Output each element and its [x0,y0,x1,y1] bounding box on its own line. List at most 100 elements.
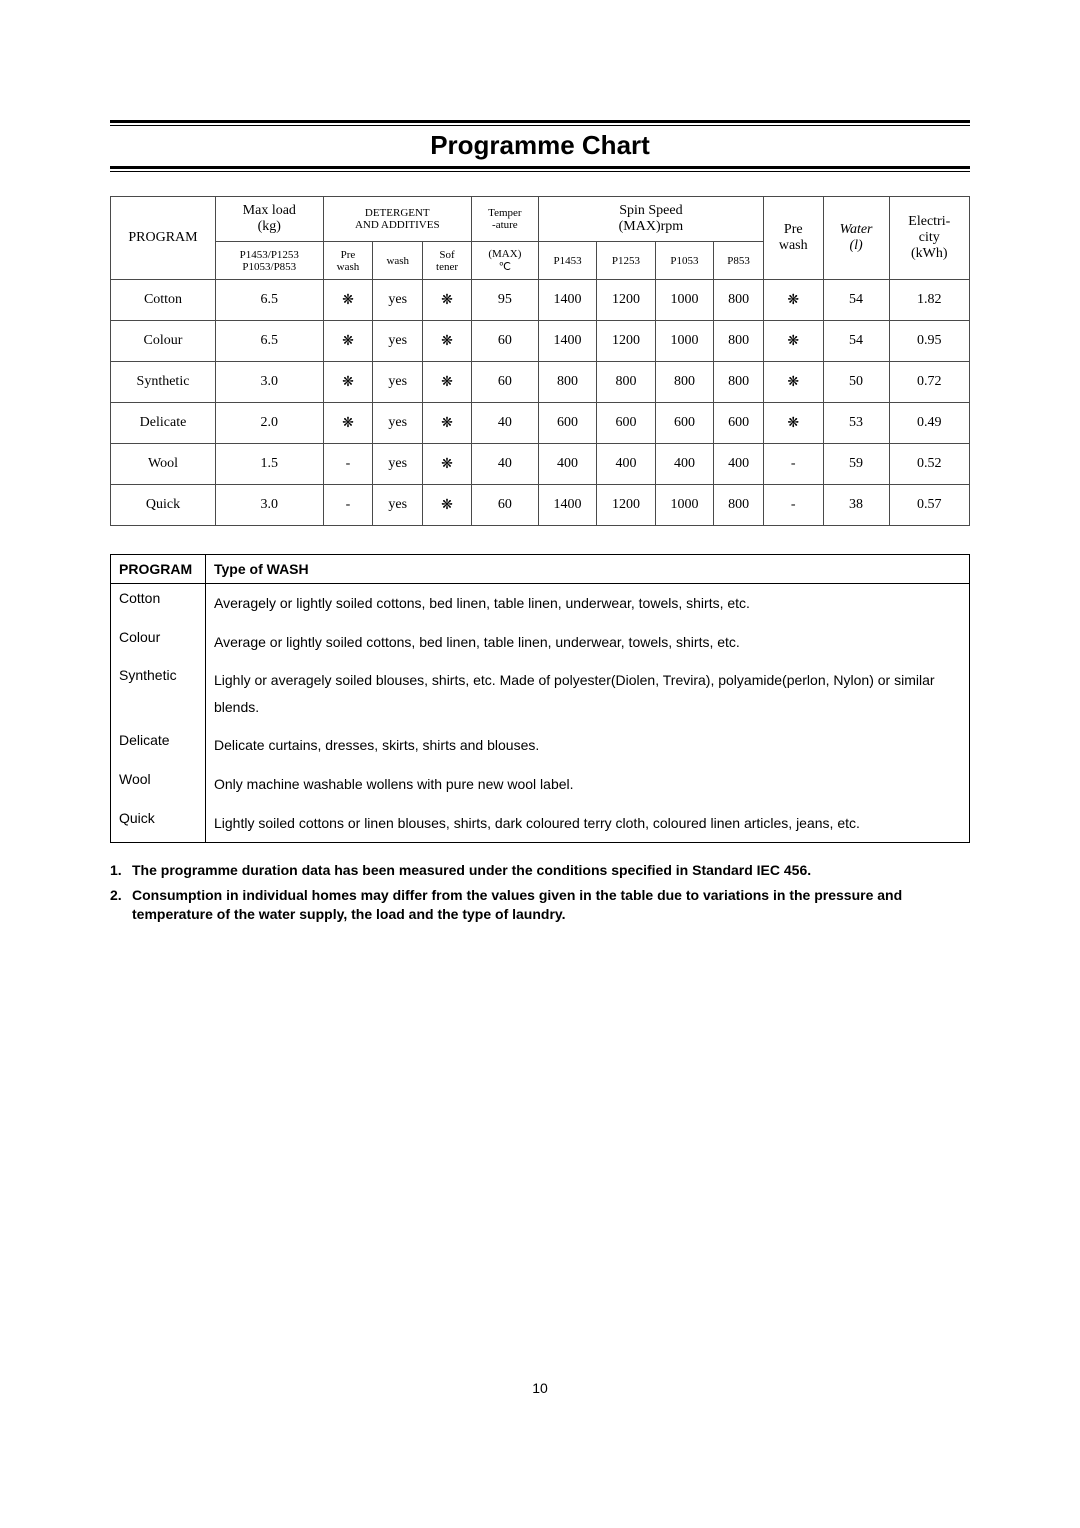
cell-program: Cotton [111,280,216,321]
cell-elec: 0.72 [889,362,969,403]
cell-temp: 40 [471,444,538,485]
types-program: Wool [111,765,206,804]
cell-s1: 600 [538,403,596,444]
cell-sof: ❋ [423,362,472,403]
cell-s4: 600 [714,403,764,444]
table-row: ColourAverage or lightly soiled cottons,… [111,623,970,662]
note-1: 1. The programme duration data has been … [110,861,970,880]
notes: 1. The programme duration data has been … [110,861,970,924]
cell-s2: 800 [597,362,655,403]
header-maxload: Max load (kg) [216,197,324,242]
cell-wash: yes [373,321,423,362]
cell-pre: ❋ [323,403,373,444]
cell-sof: ❋ [423,280,472,321]
cell-s3: 1000 [655,321,713,362]
cell-s2: 1200 [597,485,655,526]
cell-prewash: - [764,485,824,526]
header-maxload-sub: P1453/P1253 P1053/P853 [216,242,324,280]
table-row: Delicate2.0❋yes❋40600600600600❋530.49 [111,403,970,444]
title-bar: Programme Chart [110,120,970,172]
cell-s2: 1200 [597,280,655,321]
cell-wash: yes [373,444,423,485]
header-program: PROGRAM [111,197,216,280]
table-row: Synthetic3.0❋yes❋60800800800800❋500.72 [111,362,970,403]
header-temp: Temper -ature [471,197,538,242]
cell-s2: 600 [597,403,655,444]
cell-load: 3.0 [216,362,324,403]
cell-program: Quick [111,485,216,526]
cell-prewash: ❋ [764,403,824,444]
cell-prewash: ❋ [764,362,824,403]
cell-s1: 1400 [538,485,596,526]
types-description: Lightly soiled cottons or linen blouses,… [206,804,970,843]
types-description: Only machine washable wollens with pure … [206,765,970,804]
cell-water: 54 [823,280,889,321]
cell-s3: 400 [655,444,713,485]
cell-program: Colour [111,321,216,362]
cell-wash: yes [373,362,423,403]
types-program: Delicate [111,726,206,765]
cell-s4: 800 [714,321,764,362]
header-temp-sub: (MAX) ℃ [471,242,538,280]
types-program: Colour [111,623,206,662]
header-elec: Electri- city (kWh) [889,197,969,280]
types-program: Cotton [111,584,206,623]
table-row: Quick3.0-yes❋60140012001000800-380.57 [111,485,970,526]
table-row: DelicateDelicate curtains, dresses, skir… [111,726,970,765]
cell-water: 53 [823,403,889,444]
cell-s3: 1000 [655,485,713,526]
cell-load: 6.5 [216,280,324,321]
programme-chart-table: PROGRAM Max load (kg) DETERGENT AND ADDI… [110,196,970,526]
table-row: Colour6.5❋yes❋60140012001000800❋540.95 [111,321,970,362]
cell-program: Delicate [111,403,216,444]
cell-pre: ❋ [323,280,373,321]
type-of-wash-table: PROGRAM Type of WASH CottonAveragely or … [110,554,970,843]
header-prewash: Pre wash [764,197,824,280]
cell-s1: 1400 [538,280,596,321]
header-spin: Spin Speed (MAX)rpm [538,197,763,242]
cell-elec: 0.49 [889,403,969,444]
cell-s1: 400 [538,444,596,485]
types-header-program: PROGRAM [111,555,206,584]
header-spin-p1253: P1253 [597,242,655,280]
cell-wash: yes [373,485,423,526]
header-det-wash: wash [373,242,423,280]
cell-elec: 0.95 [889,321,969,362]
cell-water: 38 [823,485,889,526]
cell-program: Synthetic [111,362,216,403]
table-row: Wool1.5-yes❋40400400400400-590.52 [111,444,970,485]
table-row: WoolOnly machine washable wollens with p… [111,765,970,804]
cell-s3: 1000 [655,280,713,321]
note-text: The programme duration data has been mea… [132,861,970,880]
table-row: CottonAveragely or lightly soiled cotton… [111,584,970,623]
cell-s4: 800 [714,280,764,321]
cell-elec: 0.52 [889,444,969,485]
cell-program: Wool [111,444,216,485]
cell-load: 1.5 [216,444,324,485]
header-detergent: DETERGENT AND ADDITIVES [323,197,471,242]
page-title: Programme Chart [110,125,970,169]
cell-sof: ❋ [423,485,472,526]
types-description: Average or lightly soiled cottons, bed l… [206,623,970,662]
header-spin-p1453: P1453 [538,242,596,280]
cell-temp: 60 [471,485,538,526]
header-water: Water (l) [823,197,889,280]
types-description: Delicate curtains, dresses, skirts, shir… [206,726,970,765]
cell-s1: 1400 [538,321,596,362]
cell-pre: ❋ [323,362,373,403]
cell-sof: ❋ [423,444,472,485]
cell-load: 3.0 [216,485,324,526]
page-number: 10 [0,1380,1080,1396]
note-text: Consumption in individual homes may diff… [132,886,970,924]
cell-s1: 800 [538,362,596,403]
cell-sof: ❋ [423,403,472,444]
cell-s2: 400 [597,444,655,485]
types-description: Lighly or averagely soiled blouses, shir… [206,661,970,726]
header-spin-p1053: P1053 [655,242,713,280]
types-program: Quick [111,804,206,843]
cell-s3: 800 [655,362,713,403]
cell-s4: 800 [714,362,764,403]
cell-prewash: ❋ [764,321,824,362]
cell-pre: - [323,444,373,485]
table-row: SyntheticLighly or averagely soiled blou… [111,661,970,726]
